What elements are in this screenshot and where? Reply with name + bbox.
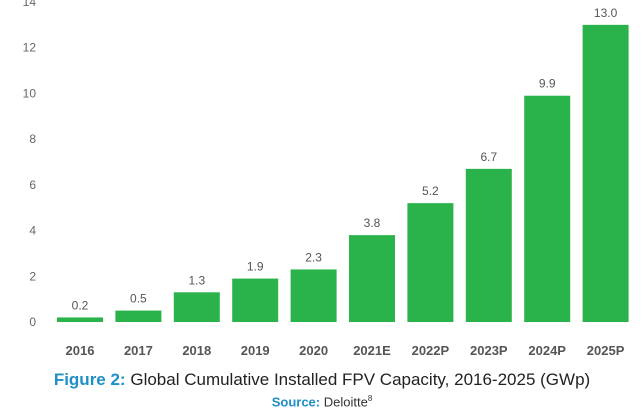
source-line: Source: Deloitte8 bbox=[0, 394, 644, 409]
bar bbox=[57, 317, 103, 322]
data-label: 9.9 bbox=[539, 77, 556, 91]
bar bbox=[465, 168, 512, 322]
x-tick-label: 2022P bbox=[412, 343, 450, 358]
source-footnote: 8 bbox=[367, 394, 373, 403]
bars bbox=[57, 24, 629, 322]
y-tick-label: 2 bbox=[29, 269, 36, 283]
figure-caption: Figure 2: Global Cumulative Installed FP… bbox=[0, 370, 644, 390]
bar bbox=[173, 292, 220, 322]
bar bbox=[232, 278, 279, 322]
data-label: 13.0 bbox=[594, 6, 618, 20]
x-axis-ticks: 2016 2017 2018 2019 2020 2021E 2022P 2023P 2024P… bbox=[66, 343, 625, 358]
data-label: 1.9 bbox=[247, 260, 264, 274]
y-axis-ticks: 0 2 4 6 8 10 12 14 bbox=[23, 0, 37, 329]
y-tick-label: 4 bbox=[29, 224, 36, 238]
data-label: 1.3 bbox=[188, 273, 205, 287]
x-tick-label: 2024P bbox=[528, 343, 566, 358]
bar bbox=[524, 95, 571, 322]
x-tick-label: 2019 bbox=[241, 343, 270, 358]
figure-title: Global Cumulative Installed FPV Capacity… bbox=[130, 370, 591, 389]
bar bbox=[407, 203, 454, 322]
bar bbox=[290, 269, 337, 322]
y-tick-label: 14 bbox=[23, 0, 37, 9]
x-tick-label: 2018 bbox=[182, 343, 211, 358]
x-tick-label: 2021E bbox=[353, 343, 391, 358]
bar-chart: 0 2 4 6 8 10 12 14 0.2 0.5 1.3 1.9 2.3 3.8 5.2 6.7 9.9 1… bbox=[23, 0, 629, 358]
y-tick-label: 8 bbox=[29, 132, 36, 146]
data-label: 0.2 bbox=[72, 298, 89, 312]
data-labels: 0.2 0.5 1.3 1.9 2.3 3.8 5.2 6.7 9.9 13.0 bbox=[72, 6, 618, 313]
source-name: Deloitte bbox=[323, 394, 368, 410]
bar bbox=[115, 310, 162, 322]
data-label: 3.8 bbox=[364, 216, 381, 230]
y-tick-label: 6 bbox=[29, 178, 36, 192]
y-tick-label: 10 bbox=[23, 86, 37, 100]
y-tick-label: 0 bbox=[29, 315, 36, 329]
x-tick-label: 2025P bbox=[587, 343, 625, 358]
source-label: Source: bbox=[271, 394, 321, 410]
bar bbox=[582, 24, 629, 322]
y-tick-label: 12 bbox=[23, 41, 37, 55]
x-tick-label: 2023P bbox=[470, 343, 508, 358]
x-tick-label: 2016 bbox=[66, 343, 95, 358]
bar bbox=[349, 235, 395, 322]
data-label: 2.3 bbox=[305, 250, 322, 264]
data-label: 0.5 bbox=[130, 292, 147, 306]
x-tick-label: 2020 bbox=[299, 343, 328, 358]
figure-label: Figure 2: bbox=[53, 370, 126, 389]
x-tick-label: 2017 bbox=[124, 343, 153, 358]
data-label: 6.7 bbox=[480, 150, 497, 164]
data-label: 5.2 bbox=[422, 184, 439, 198]
